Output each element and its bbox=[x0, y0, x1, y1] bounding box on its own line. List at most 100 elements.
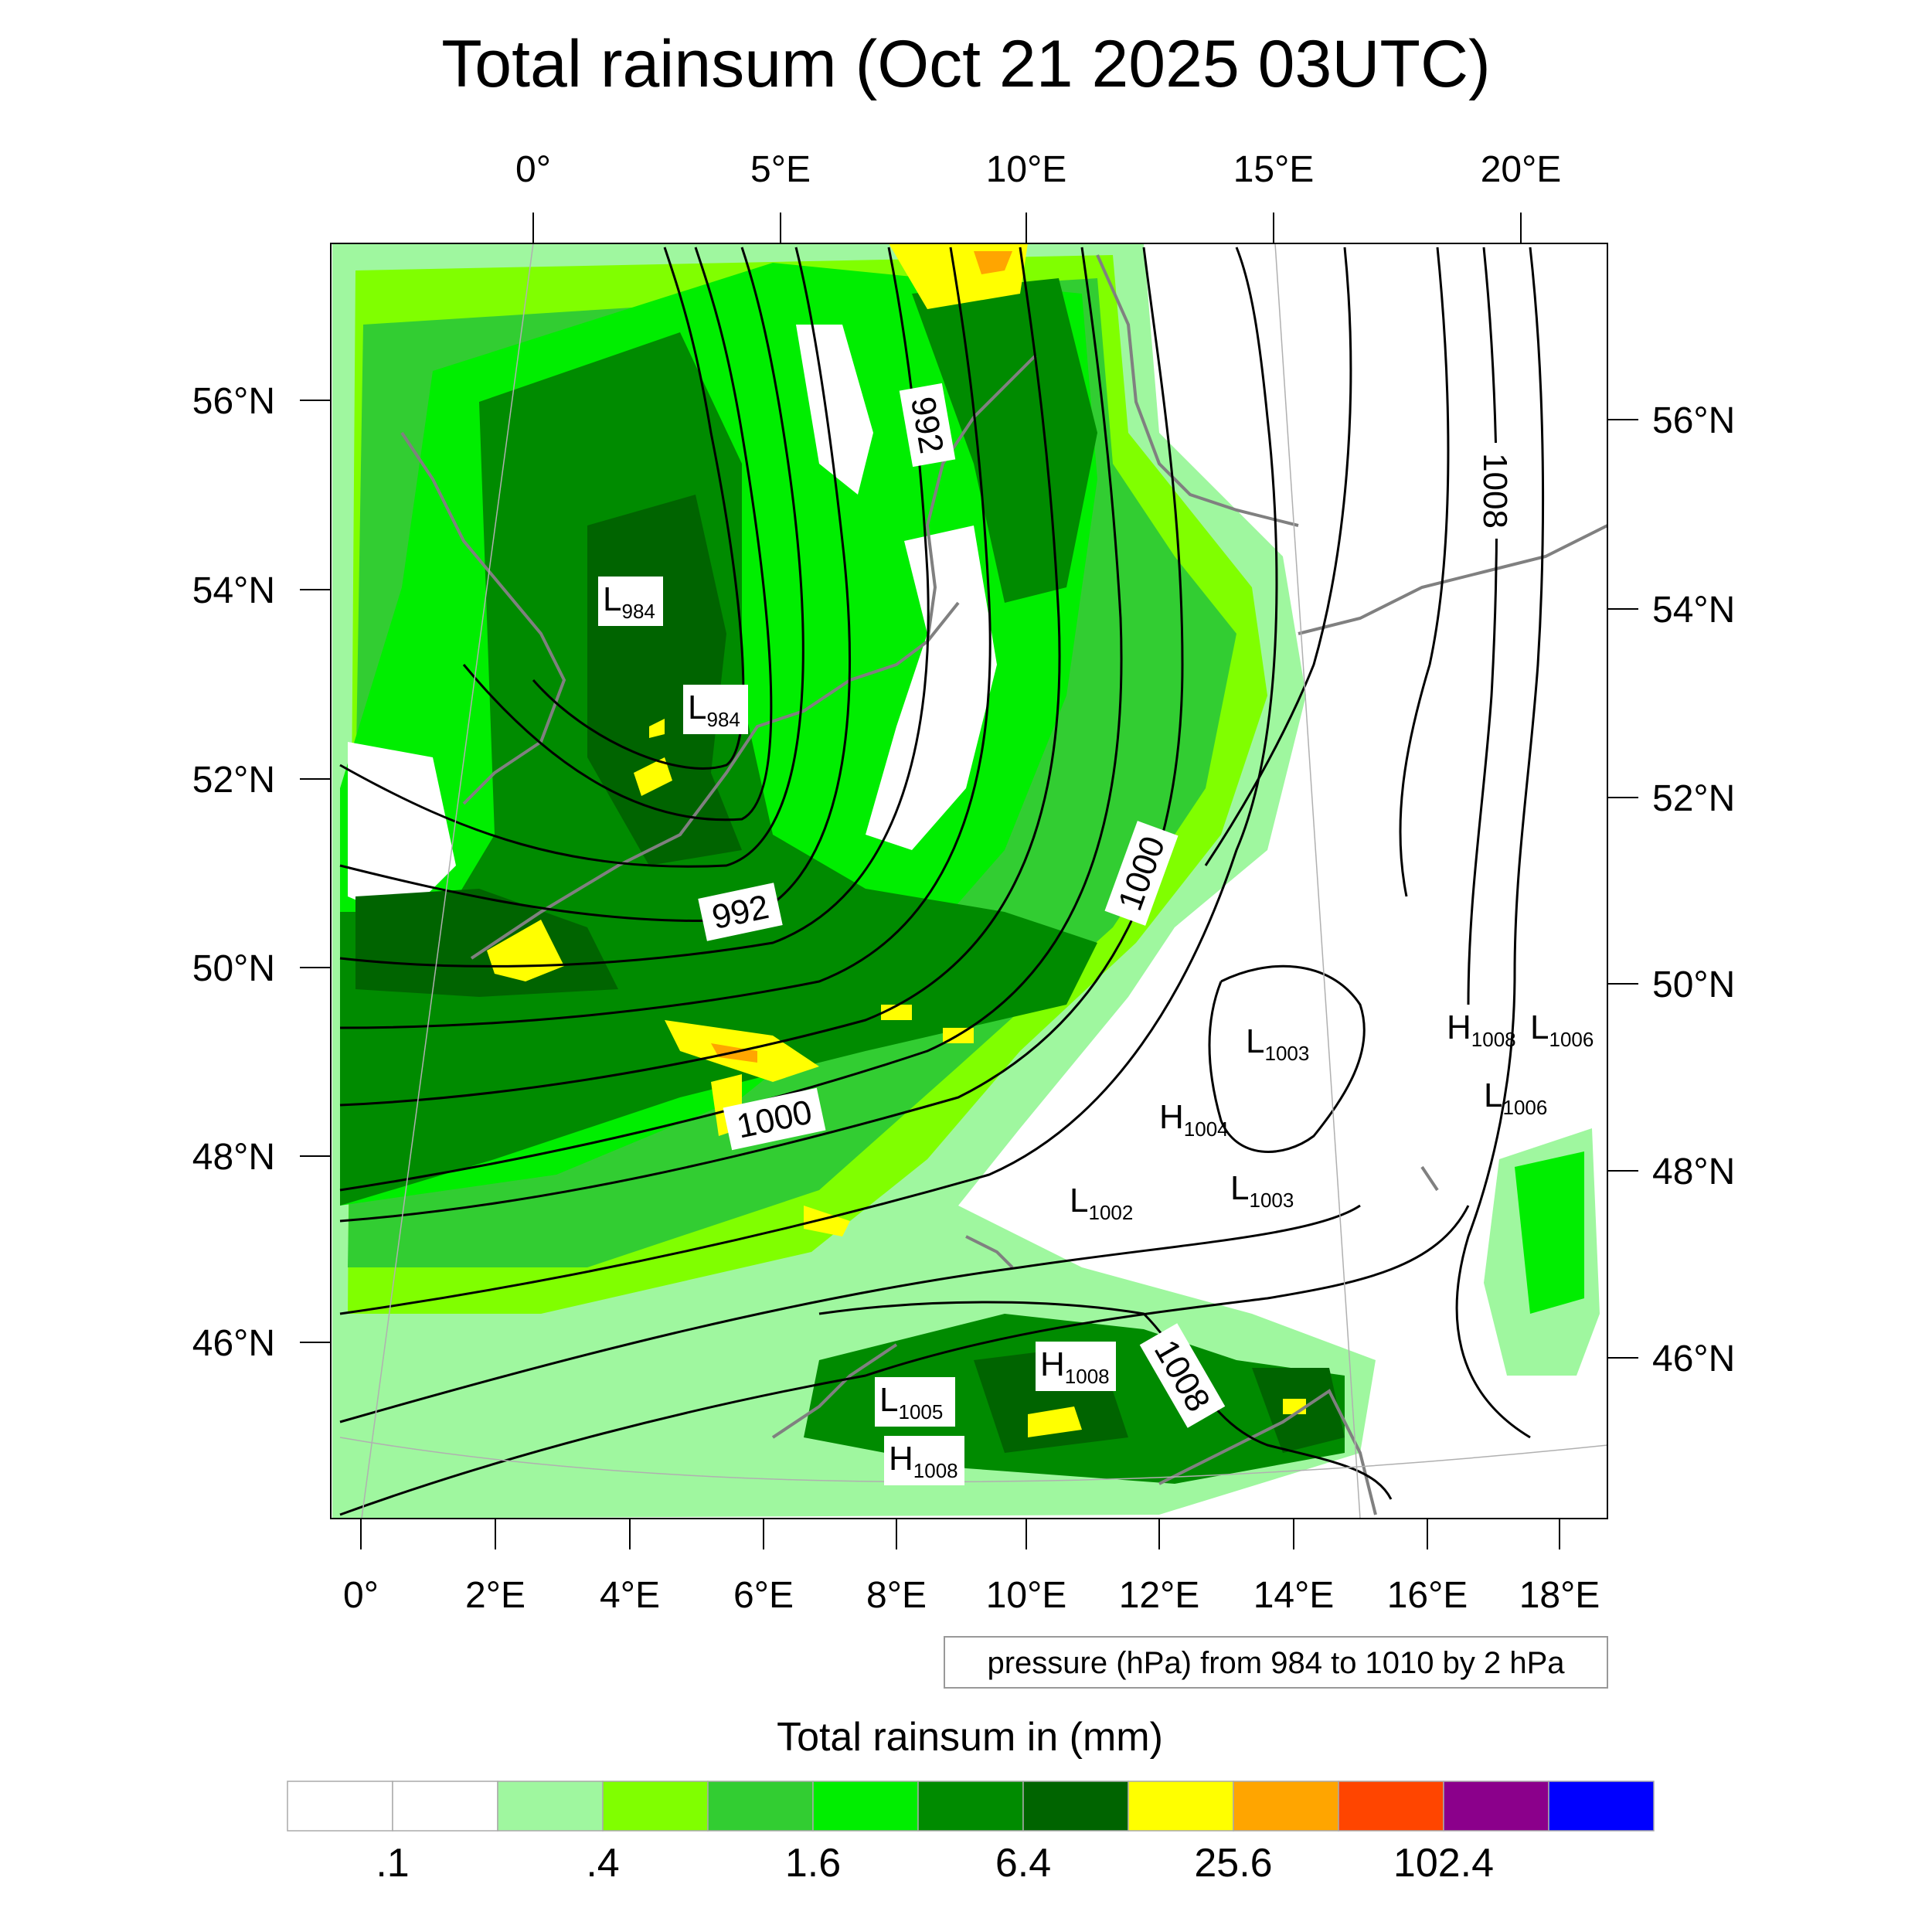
left-latitude-labels: 56°N 54°N 52°N 50°N 48°N 46°N bbox=[192, 381, 275, 1364]
isobar-label-1008-north: 1008 bbox=[1474, 443, 1517, 539]
pressure-system-value: 1006 bbox=[1502, 1096, 1547, 1119]
lon-label-top: 15°E bbox=[1233, 149, 1315, 190]
coast-lakes bbox=[965, 1165, 1439, 1269]
pressure-system-letter: H bbox=[1447, 1009, 1471, 1046]
heavy-rain-slovenia bbox=[1283, 1399, 1306, 1414]
pressure-system-letter: H bbox=[1159, 1098, 1184, 1136]
colorbar-swatch bbox=[1548, 1781, 1655, 1832]
coast-baltic bbox=[1298, 524, 1607, 635]
coast-continent bbox=[470, 601, 960, 960]
colorbar-swatch bbox=[1233, 1781, 1339, 1832]
pressure-system-value: 1008 bbox=[1065, 1365, 1110, 1388]
pressure-system-high: H1008 bbox=[884, 1436, 964, 1485]
heavy-rain-alps bbox=[1028, 1406, 1082, 1437]
colorbar-swatch bbox=[1128, 1781, 1234, 1832]
colorbar-tick-label: 25.6 bbox=[1194, 1841, 1272, 1886]
pressure-system-value: 1008 bbox=[1471, 1028, 1516, 1051]
lon-label-bottom: 16°E bbox=[1387, 1575, 1468, 1616]
isobar-994 bbox=[339, 247, 992, 1029]
svg-text:L1003: L1003 bbox=[1246, 1022, 1309, 1065]
lon-label-top: 10°E bbox=[986, 149, 1067, 190]
pressure-system-low: L1002 bbox=[1070, 1182, 1133, 1224]
colorbar-swatch bbox=[497, 1781, 604, 1832]
lon-label-bottom: 14°E bbox=[1253, 1575, 1335, 1616]
isobar-984 bbox=[532, 247, 745, 770]
pressure-system-letter: L bbox=[1070, 1182, 1088, 1219]
pressure-system-high: H1008 bbox=[1036, 1342, 1116, 1391]
pressure-system-value: 1003 bbox=[1249, 1189, 1294, 1212]
colorbar-tick-label: .4 bbox=[586, 1841, 619, 1886]
lat-label-left: 54°N bbox=[192, 570, 275, 611]
lon-label-top: 20°E bbox=[1481, 149, 1562, 190]
colorbar bbox=[287, 1781, 1655, 1832]
isobar-1004 bbox=[339, 247, 1361, 1423]
pressure-system-letter: L bbox=[1484, 1077, 1502, 1114]
lat-label-left: 48°N bbox=[192, 1137, 275, 1178]
rain-field bbox=[332, 243, 1600, 1519]
lat-label-right: 56°N bbox=[1652, 400, 1735, 441]
colorbar-swatch bbox=[392, 1781, 498, 1832]
coast-ligurian bbox=[771, 1343, 898, 1439]
isobar-996 bbox=[339, 247, 1061, 1107]
rain-area-dark-green-east bbox=[1515, 1151, 1584, 1314]
colorbar-swatch bbox=[602, 1781, 709, 1832]
isobar-988 bbox=[339, 247, 804, 868]
lat-label-right: 46°N bbox=[1652, 1338, 1735, 1379]
colorbar-title: Total rainsum in (mm) bbox=[777, 1715, 1163, 1760]
heavy-rain-north-core bbox=[974, 251, 1012, 274]
coast-sweden bbox=[1096, 254, 1299, 527]
lat-label-left: 56°N bbox=[192, 381, 275, 422]
right-latitude-labels: 56°N 54°N 52°N 50°N 48°N 46°N bbox=[1652, 400, 1735, 1379]
pressure-system-letter: L bbox=[1530, 1009, 1549, 1046]
pressure-system-low: L1005 bbox=[875, 1377, 955, 1427]
pressure-system-low: L984 bbox=[598, 577, 663, 626]
colorbar-swatch bbox=[707, 1781, 814, 1832]
pressure-system-high: H1004 bbox=[1159, 1098, 1229, 1141]
lat-label-right: 54°N bbox=[1652, 590, 1735, 631]
pressure-system-value: 1006 bbox=[1549, 1028, 1594, 1051]
pressure-system-low: L1006 bbox=[1484, 1077, 1547, 1119]
svg-text:L984: L984 bbox=[603, 580, 655, 623]
pressure-system-low: L1006 bbox=[1530, 1009, 1594, 1051]
pressure-system-letter: L bbox=[688, 689, 706, 726]
pressure-system-low: L984 bbox=[683, 685, 748, 734]
isobar-closed-east bbox=[1208, 964, 1366, 1153]
isobar-label-text: 1008 bbox=[1476, 453, 1514, 529]
lon-label-bottom: 0° bbox=[343, 1575, 379, 1616]
graticule-lon-15 bbox=[1274, 243, 1361, 1519]
graticule-lon-0 bbox=[361, 243, 534, 1519]
lat-label-right: 50°N bbox=[1652, 964, 1735, 1005]
pressure-system-value: 1002 bbox=[1088, 1201, 1133, 1224]
coast-adriatic bbox=[1158, 1389, 1377, 1515]
svg-text:H1008: H1008 bbox=[1447, 1009, 1516, 1051]
colorbar-tick-label: 1.6 bbox=[785, 1841, 841, 1886]
svg-text:H1004: H1004 bbox=[1159, 1098, 1229, 1141]
isobar-1006 bbox=[339, 247, 1470, 1516]
pressure-system-value: 984 bbox=[621, 600, 655, 623]
colorbar-tick-label: 102.4 bbox=[1393, 1841, 1494, 1886]
lon-label-bottom: 2°E bbox=[465, 1575, 526, 1616]
svg-text:L1006: L1006 bbox=[1530, 1009, 1594, 1051]
lat-label-right: 48°N bbox=[1652, 1151, 1735, 1192]
pressure-systems: L984 L984 L1003 H1004 L1002 L1003 H1008 bbox=[598, 577, 1594, 1485]
colorbar-swatch bbox=[917, 1781, 1024, 1832]
pressure-system-value: 984 bbox=[706, 708, 740, 731]
bottom-longitude-labels: 0° 2°E 4°E 6°E 8°E 10°E 12°E 14°E 16°E 1… bbox=[343, 1575, 1600, 1616]
lat-label-left: 52°N bbox=[192, 760, 275, 801]
dry-slot-1 bbox=[866, 526, 997, 850]
coast-england bbox=[400, 431, 566, 805]
colorbar-swatch bbox=[287, 1781, 393, 1832]
lon-label-top: 5°E bbox=[750, 149, 811, 190]
axis-ticks bbox=[300, 213, 1638, 1549]
colorbar-swatch bbox=[1443, 1781, 1549, 1832]
lon-label-bottom: 4°E bbox=[600, 1575, 660, 1616]
contour-info-text: pressure (hPa) from 984 to 1010 by 2 hPa bbox=[987, 1646, 1565, 1680]
isobar-990 bbox=[339, 247, 852, 923]
lat-label-left: 46°N bbox=[192, 1323, 275, 1364]
pressure-system-value: 1004 bbox=[1184, 1117, 1229, 1141]
isobar-label-992-south: 992 bbox=[698, 883, 783, 941]
rain-area-dark-green-north bbox=[912, 278, 1097, 603]
colorbar-swatch bbox=[812, 1781, 919, 1832]
pressure-system-letter: H bbox=[1040, 1345, 1065, 1383]
svg-text:L1006: L1006 bbox=[1484, 1077, 1547, 1119]
